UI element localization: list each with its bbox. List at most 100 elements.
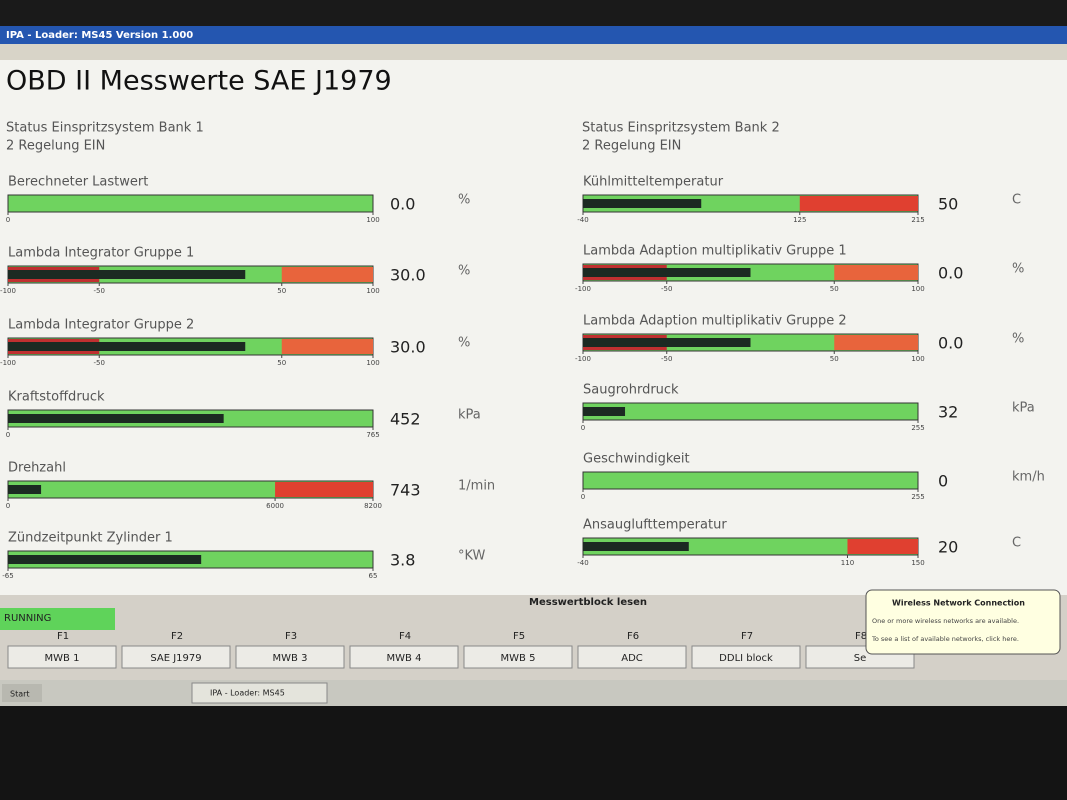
gauge-value: 0.0 xyxy=(938,334,963,353)
gauge-zone xyxy=(834,265,918,280)
key-label: F5 xyxy=(513,631,525,642)
gauge-tick-label: -50 xyxy=(94,287,105,295)
notification[interactable] xyxy=(865,589,1061,655)
gauge-tick-label: 50 xyxy=(830,355,839,363)
status-text: RUNNING xyxy=(4,613,51,624)
group-title: Messwertblock lesen xyxy=(529,597,647,608)
notification-title: Wireless Network Connection xyxy=(892,599,1025,608)
gauge-zone xyxy=(847,539,918,554)
gauge-value: 32 xyxy=(938,403,958,422)
window-title: IPA - Loader: MS45 Version 1.000 xyxy=(6,30,193,41)
gauge-tick-label: 255 xyxy=(911,493,924,501)
gauge-unit: % xyxy=(458,336,470,351)
gauge-zone xyxy=(281,267,373,282)
button-label: SAE J1979 xyxy=(150,653,201,664)
notification-text: To see a list of available networks, cli… xyxy=(871,635,1019,643)
gauge-zone xyxy=(834,335,918,350)
gauge-tick-label: 0 xyxy=(6,216,10,224)
taskbar xyxy=(0,680,1067,706)
gauge-zone xyxy=(275,482,373,497)
function-button[interactable] xyxy=(577,645,687,669)
gauge-tick-label: 65 xyxy=(369,572,378,580)
gauge-tick-label: -50 xyxy=(94,359,105,367)
gauge-label: Lambda Integrator Gruppe 1 xyxy=(8,246,194,261)
gauge-fill xyxy=(583,268,751,277)
gauge-label: Ansauglufttemperatur xyxy=(583,518,727,533)
button-label: MWB 4 xyxy=(387,653,422,664)
gauge-value: 743 xyxy=(390,481,421,500)
status: 2 Regelung EIN xyxy=(582,139,681,154)
gauge-value: 452 xyxy=(390,410,421,429)
gauge-label: Lambda Integrator Gruppe 2 xyxy=(8,318,194,333)
gauge-value: 3.8 xyxy=(390,551,415,570)
gauge-fill xyxy=(583,407,626,416)
status-indicator xyxy=(0,608,115,630)
function-button[interactable] xyxy=(349,645,459,669)
function-button[interactable] xyxy=(691,645,801,669)
gauge-tick-label: 150 xyxy=(911,559,924,567)
gauge-unit: C xyxy=(1012,536,1021,551)
gauge-tick-label: 50 xyxy=(830,285,839,293)
menu-bar xyxy=(0,44,1067,60)
gauge-zone xyxy=(799,196,918,211)
bezel-top xyxy=(0,0,1067,26)
gauge-tick-label: -50 xyxy=(661,285,672,293)
gauge-tick-label: -100 xyxy=(575,285,591,293)
gauge-fill xyxy=(8,270,246,279)
function-button[interactable] xyxy=(463,645,573,669)
gauge-unit: kPa xyxy=(1012,401,1035,416)
gauge-tick-label: -65 xyxy=(2,572,13,580)
gauge-tick-label: -50 xyxy=(661,355,672,363)
gauge-tick-label: 125 xyxy=(793,216,806,224)
gauge-label: Drehzahl xyxy=(8,461,66,476)
gauge-unit: % xyxy=(458,193,470,208)
button-label: DDLI block xyxy=(719,653,773,664)
gauge-track xyxy=(7,194,374,213)
function-button[interactable] xyxy=(7,645,117,669)
taskbar-item-text: IPA - Loader: MS45 xyxy=(210,689,285,698)
gauge-tick-label: 50 xyxy=(277,287,286,295)
gauge-tick-label: 100 xyxy=(911,355,924,363)
gauge-tick-label: 0 xyxy=(6,502,10,510)
start-button[interactable] xyxy=(2,684,42,702)
status: Status Einspritzsystem Bank 1 xyxy=(6,121,204,136)
key-label: F8 xyxy=(855,631,867,642)
gauge-tick-label: -40 xyxy=(577,216,588,224)
gauge-value: 30.0 xyxy=(390,266,426,285)
gauge-fill xyxy=(8,555,202,564)
gauges: Berechneter Lastwert 0 100 0.0 % Lambda Integ… xyxy=(0,175,1045,581)
button-label: ADC xyxy=(621,653,643,664)
function-button[interactable] xyxy=(121,645,231,669)
gauge-tick-label: -100 xyxy=(575,355,591,363)
key-label: F1 xyxy=(57,631,69,642)
button-label: MWB 3 xyxy=(273,653,308,664)
gauge-unit: 1/min xyxy=(458,479,495,494)
gauge-value: 50 xyxy=(938,195,958,214)
gauge-fill xyxy=(583,199,702,208)
function-keys: F1 MWB 1 F2 SAE J1979 F3 MWB 3 F4 MWB 4 F5 MWB 5 F… xyxy=(7,631,915,669)
taskbar-item[interactable] xyxy=(191,682,328,704)
gauge-value: 30.0 xyxy=(390,338,426,357)
gauge-tick-label: 100 xyxy=(366,216,379,224)
gauge-fill xyxy=(8,414,224,423)
gauge-fill xyxy=(8,342,246,351)
gauge-tick-label: -40 xyxy=(577,559,588,567)
gauge-label: Kraftstoffdruck xyxy=(8,390,105,405)
title-bar xyxy=(0,26,1067,44)
gauge-zone xyxy=(281,339,373,354)
gauge-label: Geschwindigkeit xyxy=(583,452,690,467)
start-text: Start xyxy=(10,690,30,699)
gauge-track xyxy=(582,402,919,421)
content xyxy=(0,60,1067,595)
gauge-tick-label: -100 xyxy=(0,287,16,295)
button-label: MWB 5 xyxy=(501,653,536,664)
gauge-tick-label: 0 xyxy=(581,424,585,432)
function-button[interactable] xyxy=(235,645,345,669)
gauge-tick-label: 6000 xyxy=(266,502,284,510)
bezel-bottom xyxy=(0,706,1067,800)
gauge-value: 0.0 xyxy=(390,195,415,214)
gauge-tick-label: 215 xyxy=(911,216,924,224)
button-label: Se xyxy=(854,653,867,664)
